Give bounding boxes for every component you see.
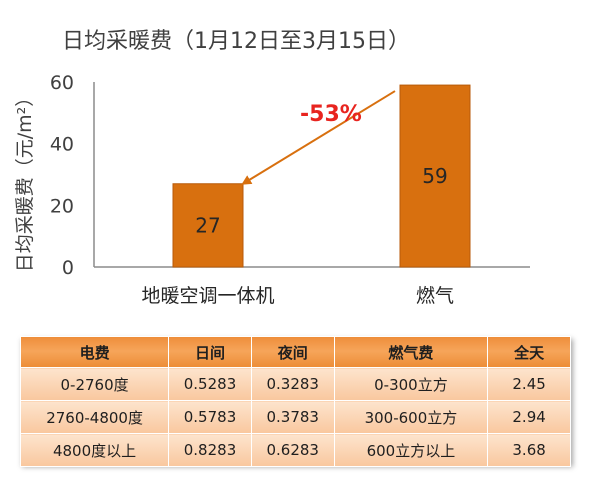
table-header-row: 电费 日间 夜间 燃气费 全天 xyxy=(19,336,571,368)
header-gas-fee: 燃气费 xyxy=(333,336,489,368)
table-row: 2760-4800度 0.5783 0.3783 300-600立方 2.94 xyxy=(19,400,571,434)
table-cell: 0-300立方 xyxy=(333,367,489,401)
table-cell: 0.8283 xyxy=(168,433,252,467)
table-cell: 0.3783 xyxy=(250,400,335,434)
y-tick-label: 60 xyxy=(50,72,74,94)
bar-value-label: 59 xyxy=(422,164,447,188)
table-cell: 2.94 xyxy=(487,400,571,434)
table-cell: 0.5283 xyxy=(168,367,252,401)
table-cell: 4800度以上 xyxy=(19,433,170,467)
table-cell: 2.45 xyxy=(487,367,571,401)
bar-chart: 日均采暖费（1月12日至3月15日） 日均采暖费（元/m²） 0 20 40 60 2… xyxy=(14,29,530,307)
y-axis-label: 日均采暖费（元/m²） xyxy=(14,88,36,273)
table-cell: 600立方以上 xyxy=(333,433,489,467)
bar xyxy=(399,84,471,268)
table-cell: 3.68 xyxy=(487,433,571,467)
table-cell: 0.6283 xyxy=(250,433,335,467)
header-night: 夜间 xyxy=(250,336,335,368)
table-cell: 0.3283 xyxy=(250,367,335,401)
price-table-container: 电费 日间 夜间 燃气费 全天 0-2760度 0.5283 0.3283 0-… xyxy=(19,336,571,467)
bar-value-label: 27 xyxy=(195,213,220,237)
bar xyxy=(172,183,244,268)
chart-title: 日均采暖费（1月12日至3月15日） xyxy=(62,29,410,54)
table-row: 4800度以上 0.8283 0.6283 600立方以上 3.68 xyxy=(19,433,571,467)
y-tick-label: 20 xyxy=(50,195,74,217)
change-annotation: -53% xyxy=(300,102,362,127)
header-electricity: 电费 xyxy=(19,336,170,368)
table-row: 0-2760度 0.5283 0.3283 0-300立方 2.45 xyxy=(19,367,571,401)
header-full-day: 全天 xyxy=(487,336,571,368)
table-cell: 2760-4800度 xyxy=(19,400,170,434)
table-cell: 300-600立方 xyxy=(333,400,489,434)
price-table: 电费 日间 夜间 燃气费 全天 0-2760度 0.5283 0.3283 0-… xyxy=(19,336,571,467)
header-daytime: 日间 xyxy=(168,336,252,368)
table-cell: 0-2760度 xyxy=(19,367,170,401)
change-arrow xyxy=(241,90,396,185)
x-tick-label: 地暖空调一体机 xyxy=(141,285,274,307)
x-tick-label: 燃气 xyxy=(416,285,454,307)
y-tick-label: 40 xyxy=(50,134,74,156)
table-cell: 0.5783 xyxy=(168,400,252,434)
y-tick-label: 0 xyxy=(62,257,74,279)
